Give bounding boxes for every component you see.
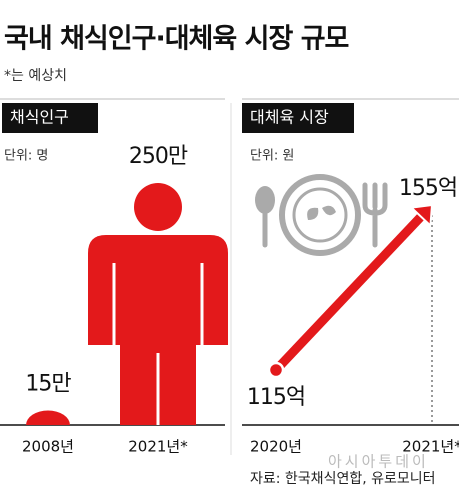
arrow-head	[409, 203, 434, 228]
x-tick-label: 2021년*	[128, 438, 188, 456]
person-head	[134, 183, 182, 231]
value-label: 155억	[399, 176, 457, 201]
x-tick-label: 2020년	[250, 438, 302, 456]
person-head	[26, 410, 70, 425]
unit-label: 단위: 명	[4, 149, 48, 164]
watermark: 아시아투데이	[328, 453, 429, 471]
person-figure	[26, 410, 70, 425]
person-figure	[88, 183, 228, 425]
x-tick-label: 2008년	[22, 438, 74, 456]
panel-header-bg	[242, 103, 354, 133]
subtitle: *는 예상치	[4, 68, 67, 84]
start-point	[267, 361, 285, 379]
cutlery-icon	[255, 174, 388, 256]
panel-title: 대체육 시장	[250, 108, 329, 127]
person-torso	[88, 235, 228, 345]
unit-label: 단위: 원	[250, 149, 294, 164]
trend-line	[272, 201, 436, 374]
value-label: 15만	[25, 371, 71, 396]
source: 자료: 한국채식연합, 유로모니터	[250, 471, 436, 487]
value-label: 115억	[247, 385, 305, 410]
title: 국내 채식인구·대체육 시장 규모	[4, 24, 349, 55]
panel-header-bg	[2, 103, 98, 133]
panel-title: 채식인구	[10, 108, 69, 127]
value-label: 250만	[129, 144, 188, 169]
x-tick-label: 2021년*	[402, 438, 459, 456]
